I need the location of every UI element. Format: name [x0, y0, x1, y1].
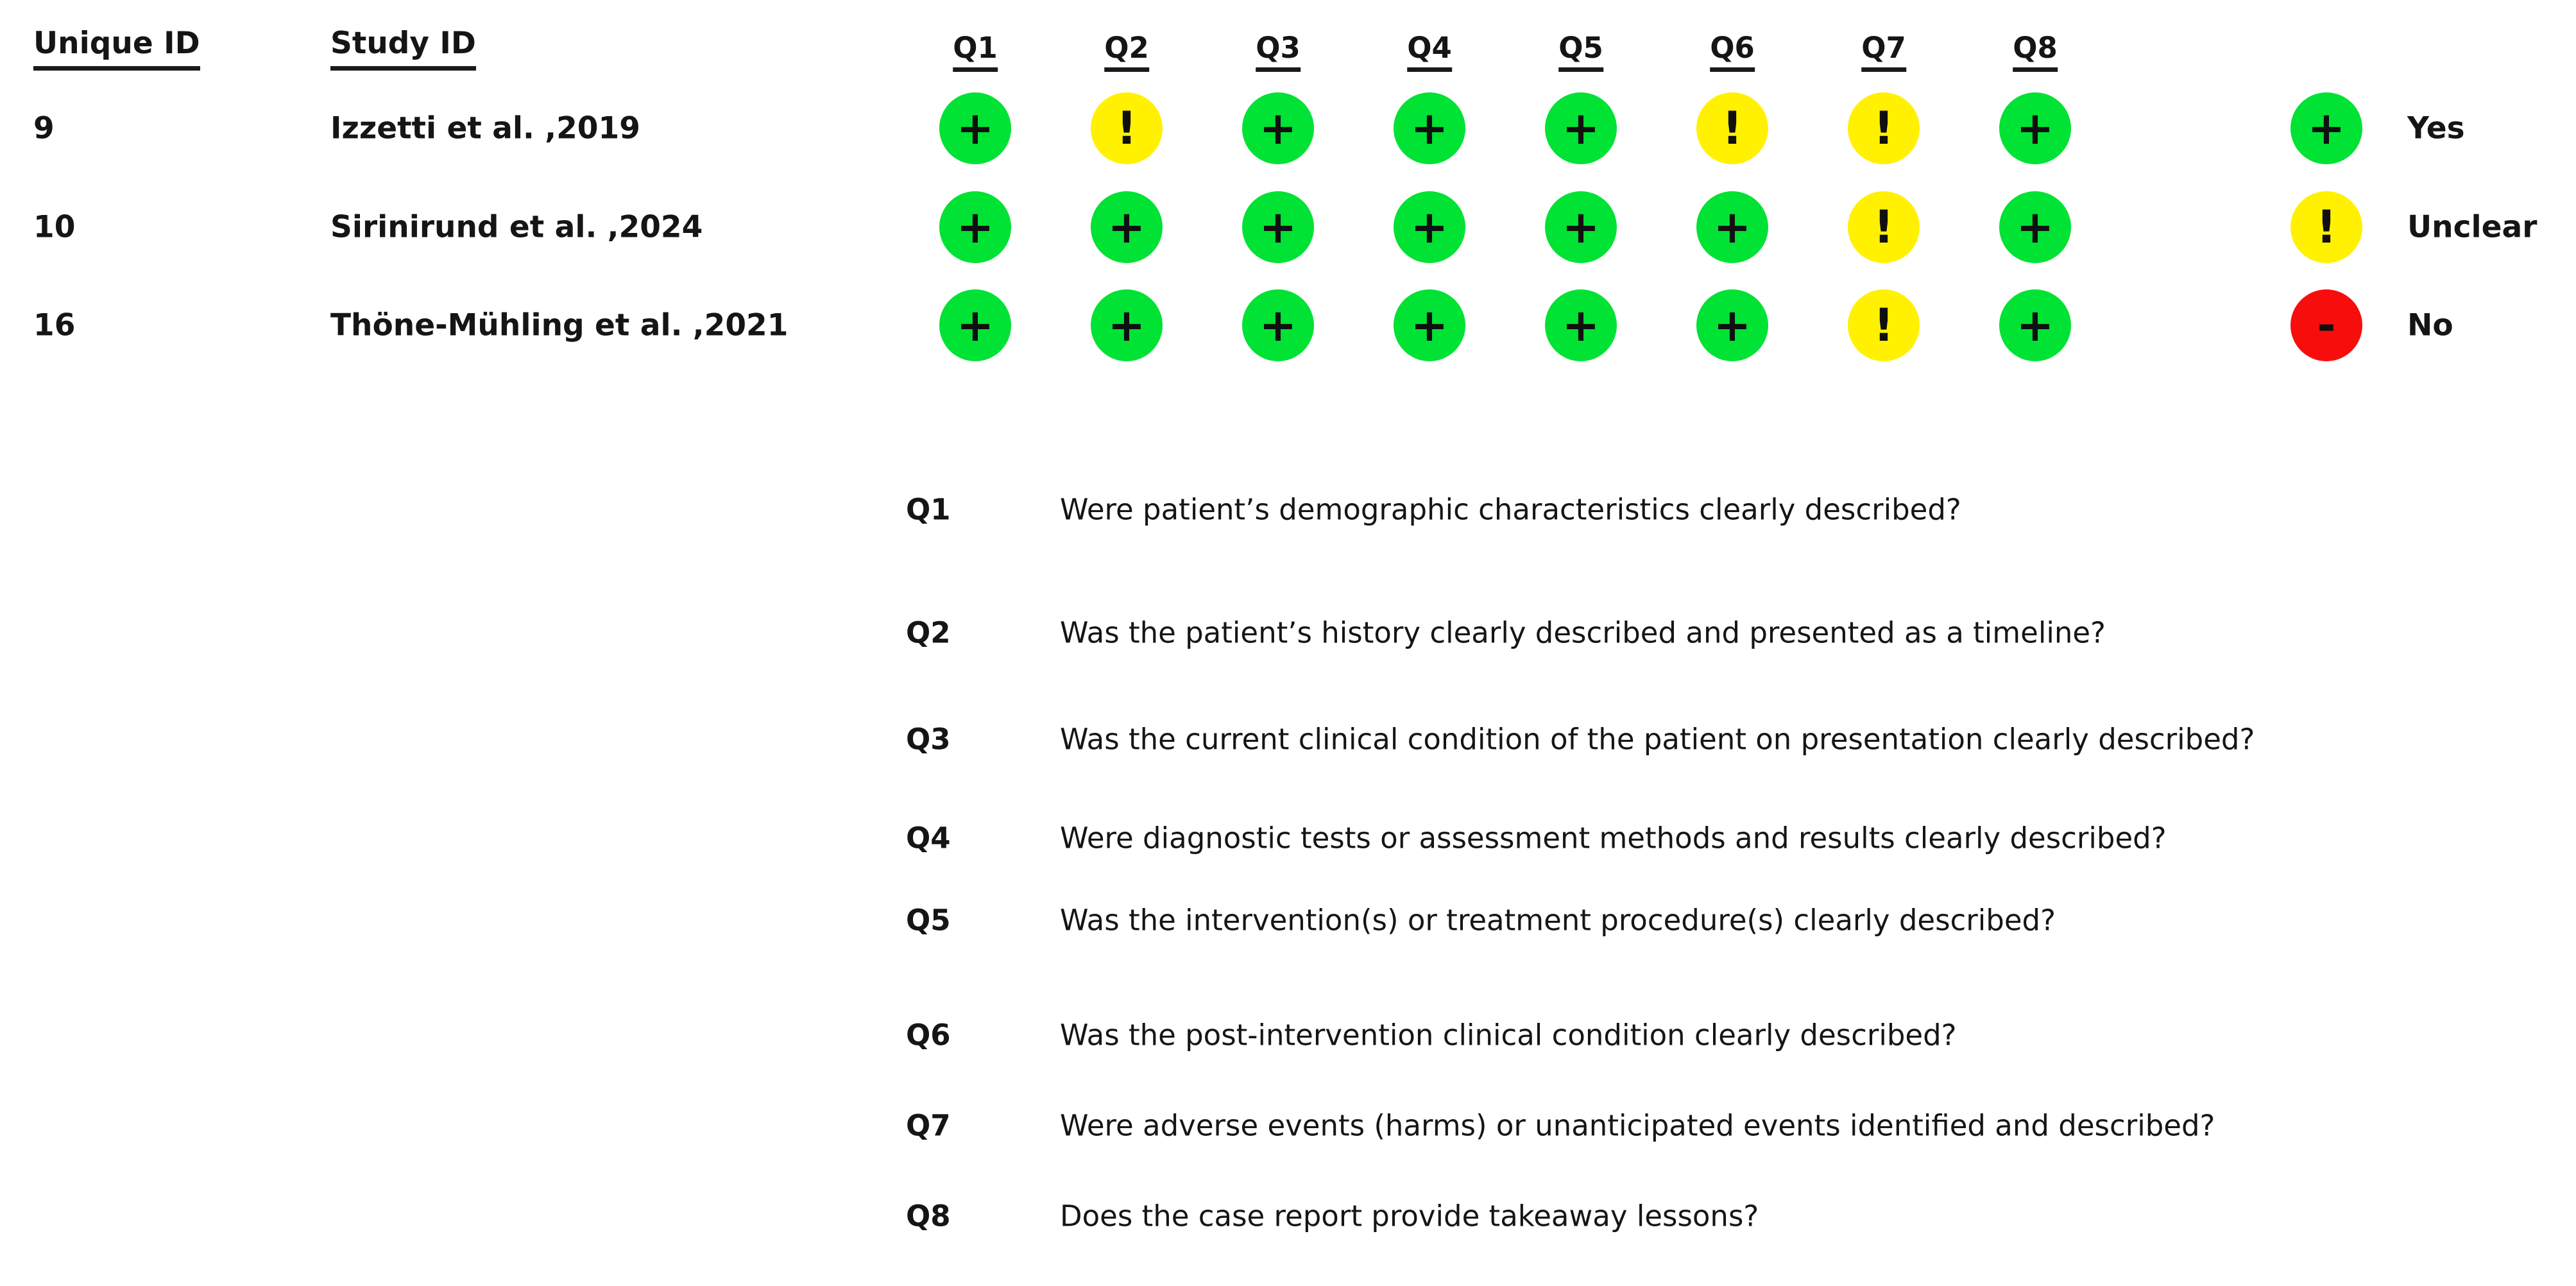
legend-label: Yes: [2407, 110, 2465, 146]
question-number: Q6: [906, 1018, 951, 1052]
rating-unclear-icon: !: [1696, 92, 1768, 164]
unique-id-cell: 10: [33, 209, 76, 245]
rating-yes-icon: +: [1999, 92, 2071, 164]
question-column-header: Q8: [2013, 31, 2058, 72]
legend-label: No: [2407, 307, 2453, 343]
rating-unclear-icon: !: [1091, 92, 1163, 164]
question-number: Q5: [906, 903, 951, 938]
legend-label: Unclear: [2407, 209, 2538, 245]
question-text: Was the current clinical condition of th…: [1060, 722, 2255, 757]
legend-yes-icon: +: [2290, 92, 2362, 164]
unique-id-cell: 9: [33, 110, 55, 146]
legend-no-icon: -: [2290, 289, 2362, 361]
unique-id-cell: 16: [33, 307, 76, 343]
question-text: Were adverse events (harms) or unanticip…: [1060, 1108, 2215, 1143]
study-id-cell: Sirinirund et al. ,2024: [330, 209, 703, 245]
question-text: Were diagnostic tests or assessment meth…: [1060, 821, 2167, 855]
question-number: Q3: [906, 722, 951, 757]
study-id-cell: Izzetti et al. ,2019: [330, 110, 640, 146]
rating-yes-icon: +: [1696, 289, 1768, 361]
question-column-header: Q2: [1104, 31, 1149, 72]
question-column-header: Q4: [1407, 31, 1452, 72]
rating-yes-icon: +: [1242, 92, 1314, 164]
question-column-header: Q1: [953, 31, 998, 72]
rating-yes-icon: +: [1394, 92, 1465, 164]
rating-yes-icon: +: [1091, 289, 1163, 361]
question-text: Was the intervention(s) or treatment pro…: [1060, 903, 2056, 938]
question-column-header: Q5: [1558, 31, 1603, 72]
rating-yes-icon: +: [1394, 289, 1465, 361]
rating-yes-icon: +: [1545, 191, 1617, 263]
question-number: Q7: [906, 1108, 951, 1143]
question-column-header: Q7: [1861, 31, 1906, 72]
rating-yes-icon: +: [939, 289, 1011, 361]
rating-yes-icon: +: [1999, 191, 2071, 263]
question-number: Q4: [906, 821, 951, 855]
question-text: Does the case report provide takeaway le…: [1060, 1199, 1759, 1233]
question-number: Q1: [906, 492, 951, 527]
legend-unclear-icon: !: [2290, 191, 2362, 263]
rating-yes-icon: +: [1394, 191, 1465, 263]
question-number: Q2: [906, 615, 951, 650]
rating-unclear-icon: !: [1848, 289, 1920, 361]
question-text: Were patient’s demographic characteristi…: [1060, 492, 1961, 527]
question-text: Was the post-intervention clinical condi…: [1060, 1018, 1957, 1052]
rating-yes-icon: +: [1545, 92, 1617, 164]
study-id-header: Study ID: [330, 26, 476, 71]
rating-yes-icon: +: [1091, 191, 1163, 263]
rating-yes-icon: +: [1242, 191, 1314, 263]
rating-yes-icon: +: [1545, 289, 1617, 361]
question-number: Q8: [906, 1199, 951, 1233]
rating-yes-icon: +: [1999, 289, 2071, 361]
rating-yes-icon: +: [1242, 289, 1314, 361]
unique-id-header: Unique ID: [33, 26, 200, 71]
rating-yes-icon: +: [939, 92, 1011, 164]
study-id-cell: Thöne-Mühling et al. ,2021: [330, 307, 789, 343]
rating-yes-icon: +: [939, 191, 1011, 263]
rating-unclear-icon: !: [1848, 191, 1920, 263]
question-text: Was the patient’s history clearly descri…: [1060, 615, 2106, 650]
rating-yes-icon: +: [1696, 191, 1768, 263]
question-column-header: Q3: [1256, 31, 1301, 72]
rating-unclear-icon: !: [1848, 92, 1920, 164]
question-column-header: Q6: [1710, 31, 1755, 72]
